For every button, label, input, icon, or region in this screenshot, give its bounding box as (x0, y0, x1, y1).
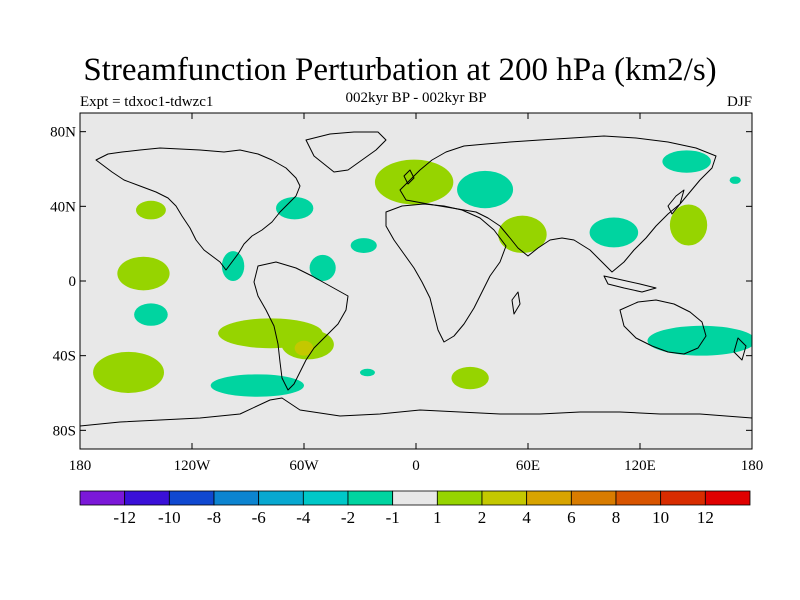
colorbar-swatch-7 (392, 490, 438, 506)
anomaly-region-14 (93, 351, 164, 393)
x-tick-label-1: 120W (174, 458, 212, 474)
chart-subtitle-center: 002kyr BP - 002kyr BP (345, 90, 487, 106)
anomaly-region-10 (729, 176, 741, 184)
coastline-japan (667, 189, 685, 215)
coastline-new-zealand (733, 337, 747, 361)
x-tick-label-5: 120E (624, 458, 656, 474)
anomaly-region-3 (350, 238, 377, 254)
anomaly-region-17 (374, 159, 454, 205)
coastline-greenland (305, 131, 387, 173)
x-tick-label-0: 180 (69, 458, 92, 474)
anomaly-region-4 (134, 303, 168, 326)
anomaly-region-2 (276, 197, 314, 220)
anomaly-region-9 (662, 150, 711, 173)
colorbar-swatch-8 (436, 490, 483, 506)
anomaly-region-11 (647, 325, 752, 356)
colorbar-swatch-4 (258, 490, 304, 506)
colorbar-swatch-9 (481, 490, 528, 506)
colorbar-label-0: -12 (113, 508, 136, 527)
y-tick-label-1: 40N (50, 199, 76, 215)
anomaly-region-18 (498, 215, 547, 253)
coastline-eurasia (399, 135, 717, 273)
coastline-africa (385, 203, 507, 343)
anomaly-region-21 (294, 340, 314, 356)
coastline-madagascar (511, 291, 521, 315)
colorbar-swatch-3 (213, 490, 260, 506)
colorbar-label-13: 12 (697, 508, 714, 527)
colorbar-swatch-5 (302, 490, 349, 506)
colorbar-label-6: -1 (386, 508, 400, 527)
colorbar-label-10: 6 (567, 508, 576, 527)
x-tick-label-2: 60W (289, 458, 319, 474)
anomaly-region-7 (457, 170, 514, 209)
coastline-antarctica (80, 397, 752, 427)
colorbar-swatch-11 (570, 490, 617, 506)
colorbar-swatch-12 (615, 490, 662, 506)
anomaly-region-13 (117, 256, 170, 291)
anomaly-region-5 (210, 374, 304, 397)
y-tick-label-4: 80S (53, 423, 76, 439)
chart-title: Streamfunction Perturbation at 200 hPa (… (83, 52, 717, 88)
colorbar-swatch-0 (79, 490, 126, 506)
coastline-south-america (253, 261, 349, 391)
colorbar-label-8: 2 (478, 508, 487, 527)
coastline-uk (403, 169, 415, 185)
chart-subtitle-left: Expt = tdxoc1-tdwzc1 (80, 94, 214, 110)
colorbar-label-11: 8 (612, 508, 621, 527)
y-tick-label-3: 40S (53, 349, 76, 365)
anomaly-region-8 (589, 217, 639, 248)
colorbar-swatch-14 (704, 490, 751, 506)
x-tick-label-4: 60E (516, 458, 540, 474)
anomaly-region-6 (360, 368, 375, 377)
colorbar-label-5: -2 (341, 508, 355, 527)
coastline-australia (619, 299, 707, 355)
y-tick-label-0: 80N (50, 125, 76, 141)
anomaly-region-1 (221, 251, 245, 281)
x-tick-label-6: 180 (741, 458, 764, 474)
colorbar-swatch-1 (124, 490, 170, 506)
x-tick-label-3: 0 (412, 458, 420, 474)
y-tick-label-2: 0 (69, 274, 77, 290)
colorbar-label-1: -10 (158, 508, 181, 527)
colorbar-label-7: 1 (433, 508, 442, 527)
colorbar-label-4: -4 (296, 508, 311, 527)
colorbar-swatch-6 (347, 490, 394, 506)
anomaly-region-20 (451, 366, 489, 390)
colorbar-label-2: -8 (207, 508, 221, 527)
anomaly-region-12 (136, 200, 166, 220)
colorbar-label-12: 10 (652, 508, 669, 527)
colorbar-label-9: 4 (522, 508, 531, 527)
chart-subtitle-right: DJF (726, 94, 752, 110)
coastline-north-america (95, 147, 301, 271)
colorbar-swatch-2 (168, 490, 215, 506)
coastline-indonesia (603, 275, 657, 293)
colorbar-swatch-13 (660, 490, 706, 506)
colorbar-swatch-10 (526, 490, 572, 506)
colorbar-label-3: -6 (252, 508, 266, 527)
anomaly-region-19 (669, 204, 708, 246)
anomaly-region-0 (309, 254, 336, 281)
